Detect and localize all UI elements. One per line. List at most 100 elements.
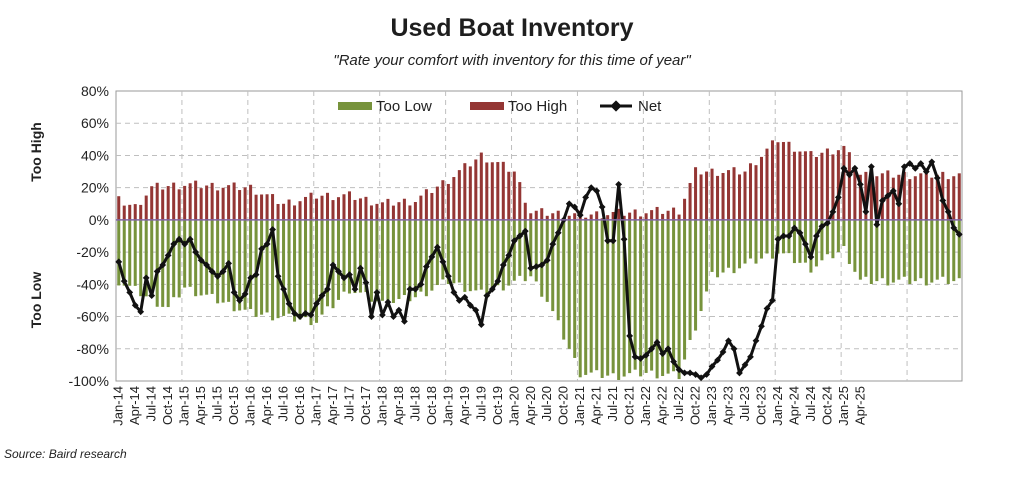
y-tick-label: -100% (69, 373, 109, 389)
bar-too-low (496, 219, 500, 286)
x-tick-label: Jan-25 (836, 386, 851, 426)
bar-too-low (309, 219, 313, 326)
bar-too-high (320, 195, 324, 220)
bar-too-high (380, 202, 384, 220)
bar-too-high (545, 215, 549, 220)
bar-too-low (166, 219, 170, 308)
bar-too-high (628, 212, 632, 220)
net-point (181, 240, 189, 248)
net-point (834, 193, 842, 201)
x-tick-label: Jul-20 (539, 386, 554, 421)
bar-too-low (688, 219, 692, 340)
bar-too-low (732, 219, 736, 274)
bar-too-high (776, 142, 780, 220)
bar-too-high (358, 198, 362, 220)
bar-too-low (435, 219, 439, 286)
net-point (895, 200, 903, 208)
bar-too-high (661, 213, 665, 220)
x-tick-label: Jan-19 (440, 386, 455, 426)
net-point (878, 197, 886, 204)
bar-too-high (342, 194, 346, 220)
bar-too-low (567, 219, 571, 349)
bar-too-low (748, 219, 753, 259)
bar-too-high (710, 168, 714, 220)
bar-too-high (803, 151, 807, 220)
bar-too-low (941, 219, 945, 277)
net-point (494, 277, 502, 285)
bar-too-low (595, 219, 599, 371)
bar-too-high (243, 187, 247, 220)
net-point (148, 292, 156, 300)
bar-too-low (611, 219, 615, 374)
net-point (208, 268, 216, 275)
bar-too-low (858, 219, 862, 280)
y-tick-label: 60% (81, 115, 109, 131)
bar-too-high (600, 218, 604, 220)
bar-too-high (435, 186, 439, 220)
bar-too-low (655, 219, 659, 379)
bar-too-high (770, 140, 774, 220)
bar-too-low (501, 219, 505, 291)
bar-too-low (864, 219, 868, 277)
bar-too-low (584, 219, 588, 375)
bar-too-high (254, 194, 258, 220)
net-point (796, 229, 804, 237)
x-tick-label: Apr-22 (655, 386, 670, 425)
source-note: Source: Baird research (4, 447, 127, 461)
bar-too-high (842, 145, 846, 220)
bar-too-high (155, 182, 159, 220)
bar-too-low (468, 219, 472, 292)
net-series (115, 158, 963, 382)
net-point (285, 300, 293, 308)
net-point (565, 200, 573, 208)
bar-too-high (957, 173, 961, 220)
bar-too-low (479, 219, 483, 290)
bar-too-high (869, 179, 873, 220)
bar-too-low (738, 219, 742, 269)
chart-title: Used Boat Inventory (390, 14, 634, 42)
x-tick-label: Jan-14 (111, 386, 126, 426)
net-point (252, 271, 260, 279)
bar-too-low (622, 219, 626, 377)
bar-too-low (902, 219, 906, 277)
net-point (499, 261, 507, 269)
bar-too-low (886, 219, 890, 286)
x-tick-label: Apr-15 (193, 386, 208, 425)
bar-too-high (875, 176, 879, 220)
bar-too-low (919, 219, 923, 279)
bar-too-low (238, 219, 242, 311)
net-point (939, 197, 947, 204)
net-point (587, 184, 595, 192)
bar-too-low (221, 219, 225, 303)
bar-too-low (205, 219, 209, 295)
net-point (115, 258, 123, 266)
bar-too-high (309, 192, 313, 220)
bar-too-high (369, 205, 373, 220)
bar-too-low (155, 219, 159, 307)
bar-too-low (694, 219, 698, 331)
bar-too-high (227, 185, 231, 220)
bar-too-high (298, 201, 302, 220)
bar-too-high (919, 173, 923, 220)
bar-too-low (282, 219, 286, 316)
bar-too-high (891, 177, 895, 220)
bar-too-high (584, 217, 588, 220)
bar-too-high (293, 205, 297, 220)
bar-too-low (243, 219, 247, 310)
bar-too-low (770, 219, 774, 259)
bar-too-high (391, 205, 395, 220)
net-point (593, 187, 601, 195)
bar-too-low (293, 219, 297, 322)
bar-too-low (353, 219, 357, 294)
bar-too-low (260, 219, 264, 315)
bar-too-low (391, 219, 395, 303)
bar-too-high (683, 198, 687, 220)
x-tick-label: Jul-21 (605, 386, 620, 421)
x-tick-label: Oct-17 (358, 386, 373, 425)
bar-too-high (347, 191, 351, 220)
bar-too-low (573, 219, 577, 358)
net-point (225, 260, 233, 267)
bar-too-high (853, 168, 857, 220)
bar-too-low (446, 219, 450, 285)
bar-too-high (265, 194, 269, 220)
